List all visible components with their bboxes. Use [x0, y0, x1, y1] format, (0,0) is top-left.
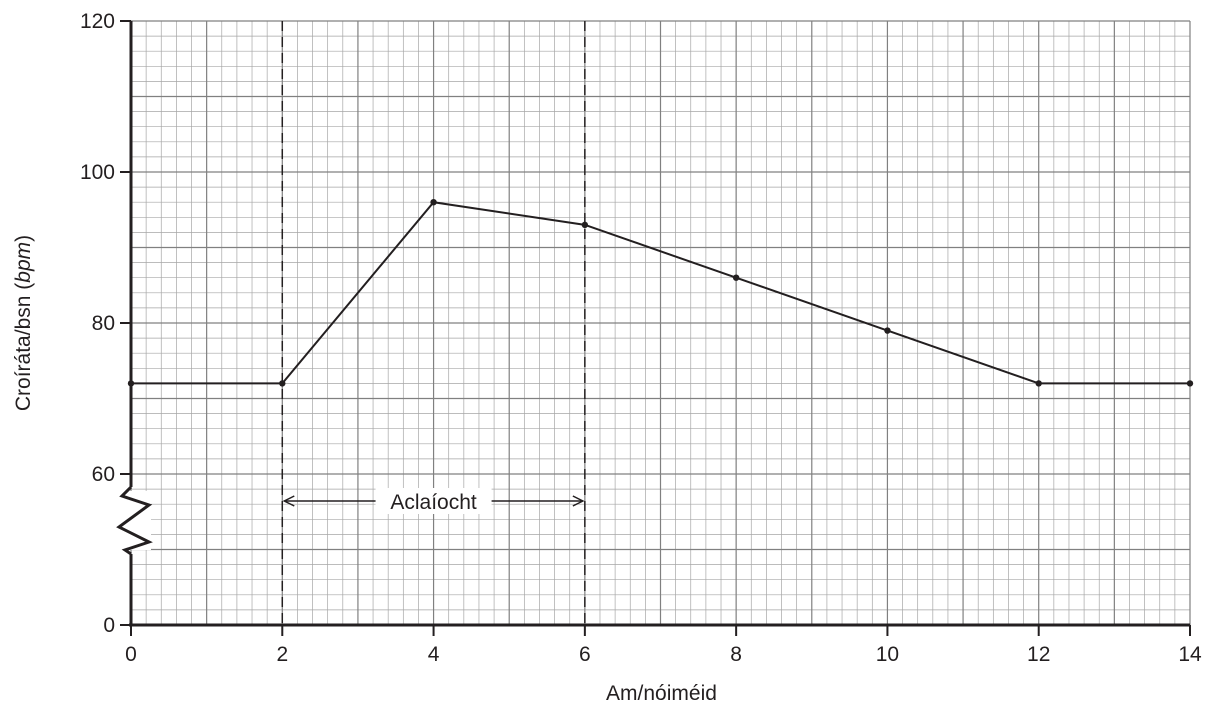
heart-rate-line — [131, 201, 1190, 385]
data-point — [581, 221, 589, 229]
y-tick-label: 120 — [80, 10, 115, 33]
y-axis-title: Croíráta/bsn (bpm) — [12, 235, 35, 411]
y-axis-break-mark — [116, 485, 153, 556]
exercise-guide-lines — [281, 21, 586, 625]
x-tick-label: 0 — [125, 643, 137, 666]
y-axis-title-close: ) — [12, 235, 35, 242]
x-tick-label: 14 — [1178, 643, 1202, 666]
y-tick-label: 0 — [103, 614, 115, 637]
exercise-annotation: Aclaíocht — [282, 488, 585, 514]
axis-break-zigzag — [116, 485, 153, 556]
x-tick-label: 4 — [428, 643, 440, 666]
y-tick-label: 100 — [80, 161, 115, 184]
y-axis-title-main: Croíráta/bsn ( — [12, 283, 35, 411]
tick-labels: 0 2 4 6 8 10 12 14 0 60 80 100 120 — [80, 10, 1202, 666]
x-tick-label: 12 — [1027, 643, 1050, 666]
series-layer — [127, 199, 1194, 387]
exercise-label: Aclaíocht — [390, 491, 477, 514]
y-tick-label: 80 — [92, 312, 115, 335]
x-tick-label: 8 — [730, 643, 742, 666]
x-axis-title: Am/nóiméid — [606, 682, 717, 705]
x-tick-label: 6 — [579, 643, 591, 666]
data-point — [1035, 380, 1042, 387]
data-point — [430, 199, 437, 206]
arrowhead-left — [282, 495, 295, 507]
x-tick-label: 2 — [276, 643, 288, 666]
data-point — [1186, 380, 1194, 387]
data-point — [279, 380, 286, 387]
data-point — [732, 274, 740, 281]
y-tick-label: 60 — [92, 463, 115, 486]
arrowhead-right — [572, 495, 585, 507]
axes — [120, 20, 1191, 636]
data-point — [127, 380, 135, 387]
y-axis-title-unit: bpm — [12, 242, 35, 283]
x-tick-label: 10 — [876, 643, 899, 666]
exercise-label-bg — [375, 488, 492, 514]
data-point — [884, 327, 891, 334]
